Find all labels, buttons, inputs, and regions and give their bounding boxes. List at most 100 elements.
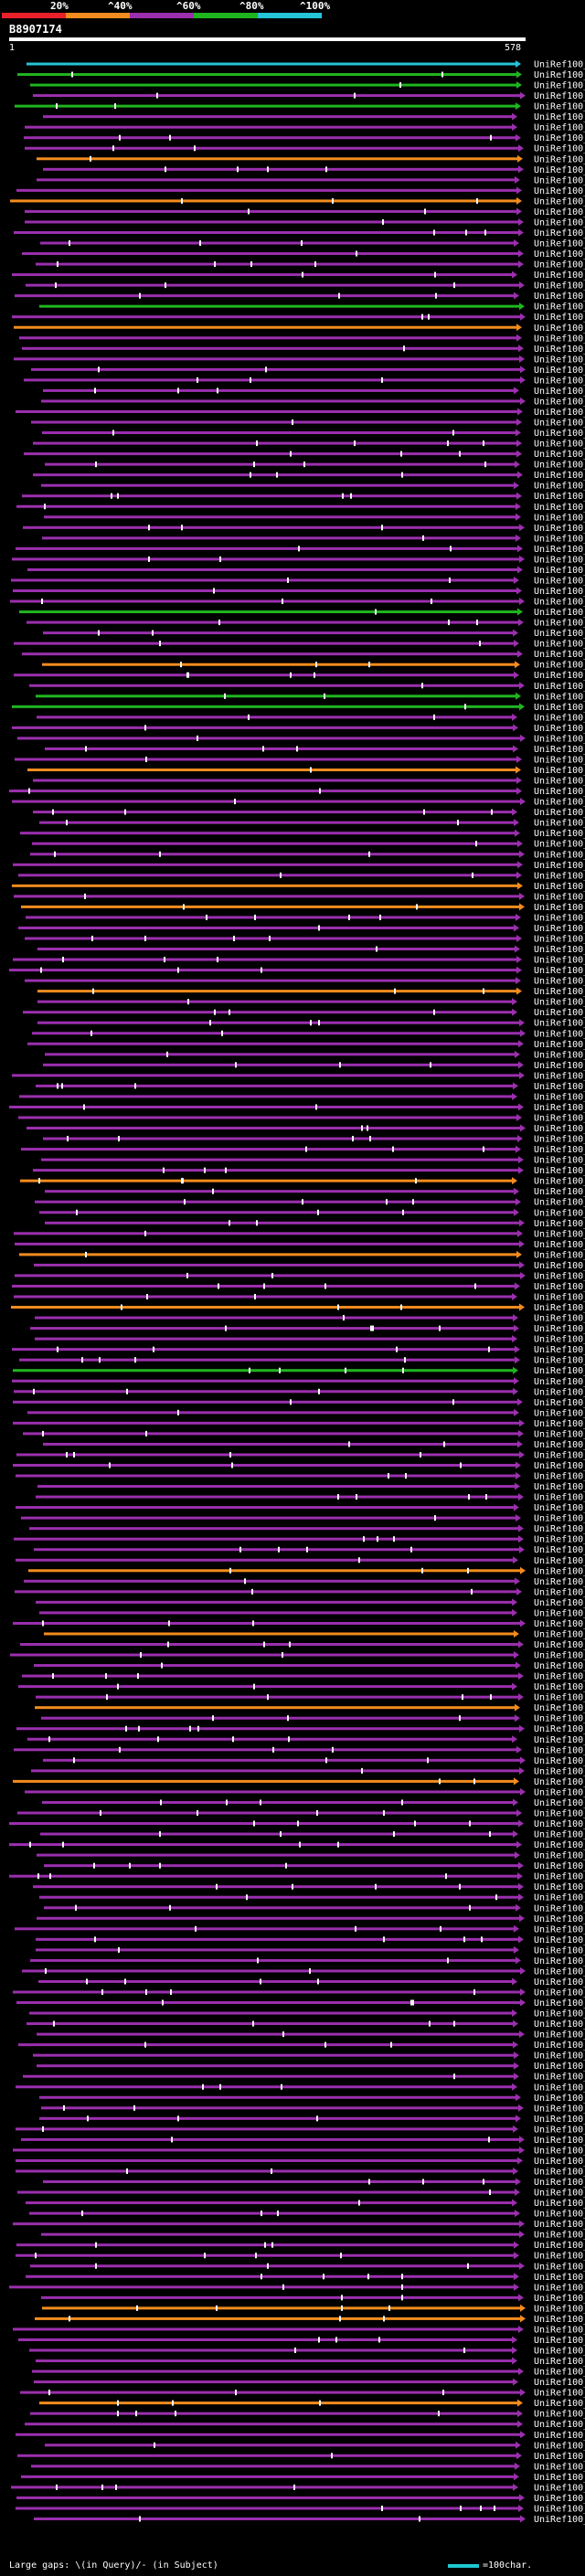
hit-label[interactable]: UniRef100_A4E389 <box>534 239 585 249</box>
hit-label[interactable]: UniRef100_B6STF8 <box>534 1966 585 1977</box>
hit-label[interactable]: UniRef100_UP1000... <box>534 1103 585 1113</box>
hit-label[interactable]: UniRef100_B6TLL4 <box>534 956 585 966</box>
hit-label[interactable]: UniRef100_UP1000... <box>534 861 585 871</box>
hit-label[interactable]: UniRef100_Q9S2E7 <box>534 1061 585 1071</box>
hit-label[interactable]: UniRef100_Q9SPS7 <box>534 1198 585 1208</box>
hit-label[interactable]: UniRef100_Q4Z421 <box>534 1745 585 1755</box>
hit-label[interactable]: UniRef100_B9S3U8 <box>534 207 585 217</box>
hit-label[interactable]: UniRef100_C1FED3 <box>534 1545 585 1555</box>
hit-label[interactable]: UniRef100_B6PP48 <box>534 1187 585 1197</box>
hit-label[interactable]: UniRef100_Q4VT19 <box>534 2220 585 2230</box>
hit-label[interactable]: UniRef100_A6UFD4 <box>534 1219 585 1229</box>
hit-label[interactable]: UniRef100_C4LZ08 <box>534 1250 585 1260</box>
hit-label[interactable]: UniRef100_B6T319 <box>534 387 585 397</box>
hit-label[interactable]: UniRef100_Q5CDX6 <box>534 1303 585 1313</box>
hit-label[interactable]: UniRef100_B6S1P7 <box>534 1756 585 1766</box>
hit-label[interactable]: UniRef100_C5Z4Z5 <box>534 492 585 502</box>
hit-label[interactable]: UniRef100_Q4K2B5 <box>534 355 585 365</box>
hit-label[interactable]: UniRef100_UP1000... <box>534 2210 585 2220</box>
hit-label[interactable]: UniRef100_Q9XG40 <box>534 1324 585 1334</box>
hit-label[interactable]: UniRef100_B9G8V7 <box>534 2452 585 2462</box>
hit-label[interactable]: UniRef100_A4W015 <box>534 323 585 334</box>
hit-label[interactable]: UniRef100_A7Q599 <box>534 1293 585 1303</box>
hit-label[interactable]: UniRef100_C1EA37 <box>534 1598 585 1608</box>
hit-label[interactable]: UniRef100_Q09ET1 <box>534 165 585 175</box>
hit-label[interactable]: UniRef100_O23370 <box>534 302 585 313</box>
hit-label[interactable]: UniRef100_B6T7M1 <box>534 366 585 376</box>
hit-label[interactable]: UniRef100_Q0LB17 <box>534 2030 585 2041</box>
hit-label[interactable]: UniRef100_B6EU37 <box>534 397 585 407</box>
hit-label[interactable]: UniRef100_Q9FFW5 <box>534 2378 585 2388</box>
hit-label[interactable]: UniRef100_Q5JN60 <box>534 640 585 650</box>
hit-label[interactable]: UniRef100_Q5L2G0 <box>534 429 585 439</box>
hit-label[interactable]: UniRef100_UP1000... <box>534 524 585 534</box>
hit-label[interactable]: UniRef100_C4M522 <box>534 1377 585 1387</box>
hit-label[interactable]: UniRef100_C5Z6N9 <box>534 249 585 260</box>
hit-label[interactable]: UniRef100_Q9LFU8 <box>534 1703 585 1713</box>
hit-label[interactable]: UniRef100_Q9AB97 <box>534 1535 585 1545</box>
hit-label[interactable]: UniRef100_UP1000... <box>534 755 585 765</box>
hit-label[interactable]: UniRef100_B9PYD4 <box>534 819 585 829</box>
hit-label[interactable]: UniRef100_Q07UH8 <box>534 871 585 881</box>
hit-label[interactable]: UniRef100_B6SU79 <box>534 777 585 787</box>
hit-label[interactable]: UniRef100_Q2PES8 <box>534 60 585 70</box>
hit-label[interactable]: UniRef100_UP1000... <box>534 2441 585 2451</box>
hit-label[interactable]: UniRef100_Q9M2S1 <box>534 924 585 934</box>
hit-label[interactable]: UniRef100_B9RUF0 <box>534 745 585 755</box>
hit-label[interactable]: UniRef100_A7QFS2 <box>534 450 585 460</box>
hit-label[interactable]: UniRef100_B7FHN1 <box>534 81 585 91</box>
hit-label[interactable]: UniRef100_Q41848 <box>534 798 585 808</box>
hit-label[interactable]: UniRef100_UP1000... <box>534 1271 585 1281</box>
hit-label[interactable]: UniRef100_Q9LIE8 <box>534 270 585 281</box>
hit-label[interactable]: UniRef100_A4FBY5 <box>534 1050 585 1060</box>
hit-label[interactable]: UniRef100_Q6PCS2 <box>534 1229 585 1239</box>
hit-label[interactable]: UniRef100_Q4ZB54 <box>534 587 585 597</box>
hit-label[interactable]: UniRef100_Q4A2U1 <box>534 1830 585 1840</box>
hit-label[interactable]: UniRef100_Q0JTD4 <box>534 850 585 860</box>
hit-label[interactable]: UniRef100_A2QZR2 <box>534 2273 585 2283</box>
hit-label[interactable]: UniRef100_A7J8T1 <box>534 2494 585 2504</box>
hit-label[interactable]: UniRef100_A4Q7K6 <box>534 70 585 80</box>
hit-label[interactable]: UniRef100_O1EPI0 <box>534 1819 585 1829</box>
hit-label[interactable]: UniRef100_Q4D1B3 <box>534 1556 585 1566</box>
hit-label[interactable]: UniRef100_Q1JTD3 <box>534 808 585 818</box>
hit-label[interactable]: UniRef100_A7J8Q8 <box>534 2252 585 2262</box>
hit-label[interactable]: UniRef100_A6LW67 <box>534 1893 585 1903</box>
hit-label[interactable]: UniRef100_A4YIP5 <box>534 1882 585 1892</box>
hit-label[interactable]: UniRef100_A4UJN7 <box>534 1566 585 1576</box>
hit-label[interactable]: UniRef100_C4IZT0 <box>534 576 585 586</box>
hit-label[interactable]: UniRef100_Q4A227 <box>534 1450 585 1460</box>
hit-label[interactable]: UniRef100_A0PQ59 <box>534 1314 585 1324</box>
hit-label[interactable]: UniRef100_Q9DVW0 <box>534 2009 585 2019</box>
hit-label[interactable]: UniRef100_Q9MAW3 <box>534 1808 585 1818</box>
hit-label[interactable]: UniRef100_A7J8S9 <box>534 2515 585 2525</box>
hit-label[interactable]: UniRef100_A7JBQ9 <box>534 2157 585 2167</box>
hit-label[interactable]: UniRef100_A8U1N3 <box>534 671 585 681</box>
hit-label[interactable]: UniRef100_UP1000... <box>534 281 585 292</box>
hit-label[interactable]: UniRef100_B9S592 <box>534 903 585 913</box>
hit-label[interactable]: UniRef100_O1EJD0 <box>534 144 585 154</box>
hit-label[interactable]: UniRef100_Q0DAI6 <box>534 713 585 723</box>
hit-label[interactable]: UniRef100_A0MF53 <box>534 440 585 450</box>
hit-label[interactable]: UniRef100_Q8VW79 <box>534 133 585 143</box>
hit-label[interactable]: UniRef100_UP1000... <box>534 1419 585 1429</box>
hit-label[interactable]: UniRef100_Q43414 <box>534 1861 585 1871</box>
hit-label[interactable]: UniRef100_B9T135 <box>534 217 585 228</box>
hit-label[interactable]: UniRef100_Q4VT09 <box>534 2083 585 2093</box>
hit-label[interactable]: UniRef100_UP1000... <box>534 1619 585 1629</box>
hit-label[interactable]: UniRef100_A4A234 <box>534 2115 585 2125</box>
hit-label[interactable]: UniRef100_Q0DNZ7 <box>534 345 585 355</box>
hit-label[interactable]: UniRef100_A3LZH6 <box>534 1798 585 1808</box>
hit-label[interactable]: UniRef100_Q0GV02 <box>534 1672 585 1682</box>
hit-label[interactable]: UniRef100_UP1000... <box>534 840 585 850</box>
hit-label[interactable]: UniRef100_C5YGB7 <box>534 1071 585 1081</box>
hit-label[interactable]: UniRef100_A7QRS5 <box>534 1787 585 1797</box>
hit-label[interactable]: UniRef100_UP1000... <box>534 1629 585 1639</box>
hit-label[interactable]: UniRef100_UP1000... <box>534 292 585 302</box>
hit-label[interactable]: UniRef100_Q4VT17 <box>534 2072 585 2083</box>
hit-label[interactable]: UniRef100_Q8H4K2 <box>534 2262 585 2272</box>
hit-label[interactable]: UniRef100_A7J8T0 <box>534 2504 585 2514</box>
hit-label[interactable]: UniRef100_C6TFZ1 <box>534 112 585 122</box>
hit-label[interactable]: UniRef100_Q9LQ87 <box>534 1008 585 1018</box>
hit-label[interactable]: UniRef100_Q4YT14 <box>534 1724 585 1734</box>
